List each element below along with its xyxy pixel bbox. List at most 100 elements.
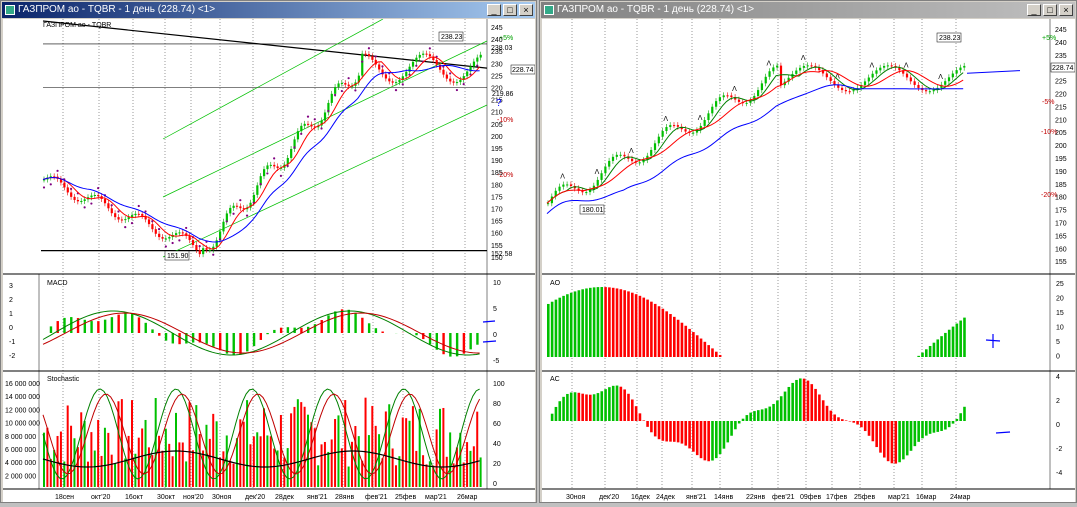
ac-bar (642, 420, 645, 421)
sar-dot (158, 228, 160, 230)
ao-bar (956, 324, 959, 357)
ao-bar (616, 288, 619, 357)
price-chart-svg[interactable]: ГАЗПРОМ ао - TQBR MACD Stochastic +5%-10… (3, 19, 535, 502)
candle (368, 54, 370, 56)
candle (270, 165, 272, 166)
time-axis-label: окт'20 (91, 494, 110, 501)
candle (94, 195, 96, 196)
sar-dot (381, 65, 383, 67)
ao-bar (929, 346, 932, 357)
volume-bar (229, 461, 231, 487)
candle (361, 54, 363, 76)
volume-bar (459, 433, 461, 487)
ac-bar (837, 417, 840, 421)
candle (459, 80, 461, 82)
time-axis-label: 18сен (55, 494, 74, 501)
ao-bar (623, 290, 626, 357)
candle (209, 250, 211, 251)
chart-app-icon (5, 5, 15, 15)
ao-bar (719, 355, 722, 357)
ao-bar (620, 289, 623, 357)
candle (348, 85, 350, 87)
minimize-button[interactable]: _ (1027, 4, 1041, 16)
close-button[interactable]: × (519, 4, 533, 16)
ao-bar (940, 336, 943, 357)
volume-bar (256, 432, 258, 487)
macd-bar (84, 320, 86, 333)
macd-bar (280, 328, 282, 333)
macd-bar (469, 333, 471, 349)
axis-label: 80 (493, 401, 501, 408)
macd-label: MACD (47, 280, 68, 287)
volume-bar (348, 467, 350, 487)
candle (378, 64, 380, 69)
time-axis-label: мар'21 (888, 494, 910, 501)
candle (297, 131, 299, 139)
ao-bar (604, 287, 607, 357)
volume-bar (202, 450, 204, 487)
volume-bar (111, 455, 113, 487)
volume-bar (243, 422, 245, 487)
ac-bar (746, 415, 749, 421)
ac-bar (883, 421, 886, 458)
candle (948, 77, 950, 81)
ac-bar (952, 421, 955, 424)
candle (665, 127, 667, 131)
candle (229, 208, 231, 214)
sar-dot (70, 188, 72, 190)
volume-bar (212, 414, 214, 487)
candle (757, 90, 759, 96)
ao-bar (608, 287, 611, 357)
ac-bar (562, 397, 565, 421)
ac-bar (593, 394, 596, 421)
candle (344, 83, 346, 85)
low-price-label: 180.01 (580, 205, 604, 214)
support-label: 219.86 (492, 91, 514, 98)
minimize-button[interactable]: _ (487, 4, 501, 16)
close-button[interactable]: × (1059, 4, 1073, 16)
chart-window-left[interactable]: ГАЗПРОМ ао - TQBR - 1 день (228.74) <1> … (0, 0, 537, 503)
sar-dot (429, 47, 431, 49)
ao-bar (677, 320, 680, 357)
macd-bar (63, 318, 65, 333)
alligator-jaw-extension (967, 71, 1020, 74)
maximize-button[interactable]: □ (503, 4, 517, 16)
ac-bar (734, 421, 737, 429)
svg-text:238.23: 238.23 (939, 35, 961, 42)
ao-bar (585, 288, 588, 357)
candle (906, 74, 908, 78)
chart-area[interactable]: ГАЗПРОМ ао - TQBR MACD Stochastic +5%-10… (3, 19, 535, 502)
ac-bar (875, 421, 878, 447)
ac-bar (631, 399, 634, 421)
candle (852, 90, 854, 91)
ao-bar (639, 296, 642, 357)
volume-bar (290, 413, 292, 487)
volume-bar (473, 446, 475, 487)
volume-bar (446, 457, 448, 487)
maximize-button[interactable]: □ (1043, 4, 1057, 16)
ao-bar (593, 287, 596, 357)
title-bar[interactable]: ГАЗПРОМ ао - TQBR - 1 день (228.74) <1> … (2, 2, 535, 18)
sar-dot (165, 245, 167, 247)
candle (662, 131, 664, 137)
ac-bar (784, 392, 787, 421)
chart-window-right[interactable]: ГАЗПРОМ ао - TQBR - 1 день (228.74) <1> … (539, 0, 1077, 503)
candle (707, 113, 709, 120)
ao-bar (711, 348, 714, 357)
sar-dot (199, 245, 201, 247)
candle (253, 195, 255, 203)
title-bar[interactable]: ГАЗПРОМ ао - TQBR - 1 день (228.74) <1> … (541, 2, 1075, 18)
volume-bar (307, 415, 309, 487)
candle (765, 77, 767, 84)
candle (684, 129, 686, 131)
ac-bar (826, 406, 829, 421)
ao-bar (555, 300, 558, 357)
axis-label: 200 (1055, 143, 1067, 150)
volume-bar (368, 435, 370, 487)
macd-bar (117, 315, 119, 333)
volume-bar (124, 459, 126, 487)
macd-bar (124, 313, 126, 333)
candle (600, 173, 602, 180)
